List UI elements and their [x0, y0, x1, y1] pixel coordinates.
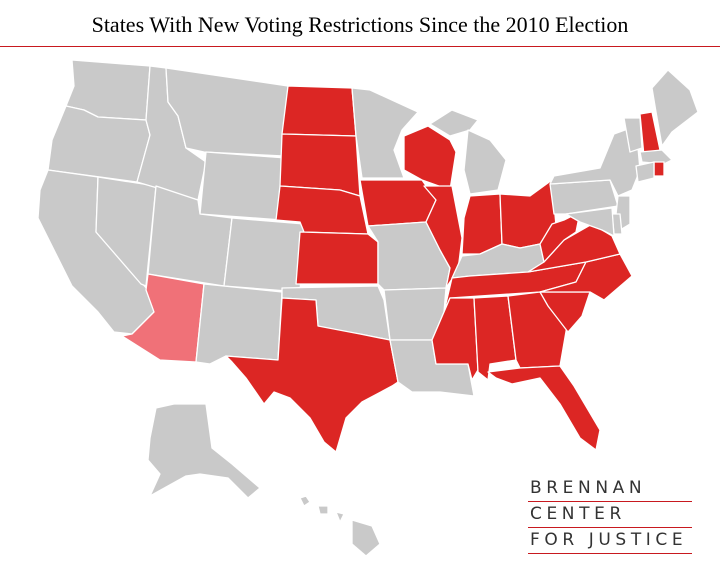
- state-new-york: [549, 125, 641, 197]
- state-hawaii: [299, 495, 381, 557]
- state-maine: [651, 69, 699, 147]
- state-indiana: [461, 193, 503, 255]
- state-new-mexico: [195, 283, 283, 365]
- state-illinois: [423, 185, 463, 289]
- state-florida: [487, 365, 601, 451]
- state-kansas: [295, 231, 379, 285]
- state-west-virginia: [539, 211, 581, 263]
- state-texas: [225, 297, 399, 453]
- state-vermont: [623, 117, 643, 153]
- state-minnesota: [351, 87, 419, 179]
- state-rhode-island: [653, 161, 665, 177]
- state-massachusetts: [639, 149, 673, 165]
- state-colorado: [223, 217, 305, 293]
- state-alaska: [147, 403, 261, 499]
- state-michigan: [429, 109, 507, 195]
- state-wisconsin: [403, 125, 457, 191]
- state-maryland: [565, 207, 615, 237]
- title-divider: [0, 46, 720, 47]
- state-wyoming: [199, 151, 287, 221]
- logo-line-3: FOR JUSTICE: [528, 528, 692, 554]
- brennan-center-logo: BRENNAN CENTER FOR JUSTICE: [528, 476, 692, 554]
- state-connecticut: [635, 161, 655, 183]
- logo-line-1: BRENNAN: [528, 476, 692, 502]
- state-north-dakota: [281, 85, 357, 137]
- logo-line-2: CENTER: [528, 502, 692, 528]
- map-title: States With New Voting Restrictions Sinc…: [91, 12, 629, 37]
- state-montana: [165, 67, 289, 157]
